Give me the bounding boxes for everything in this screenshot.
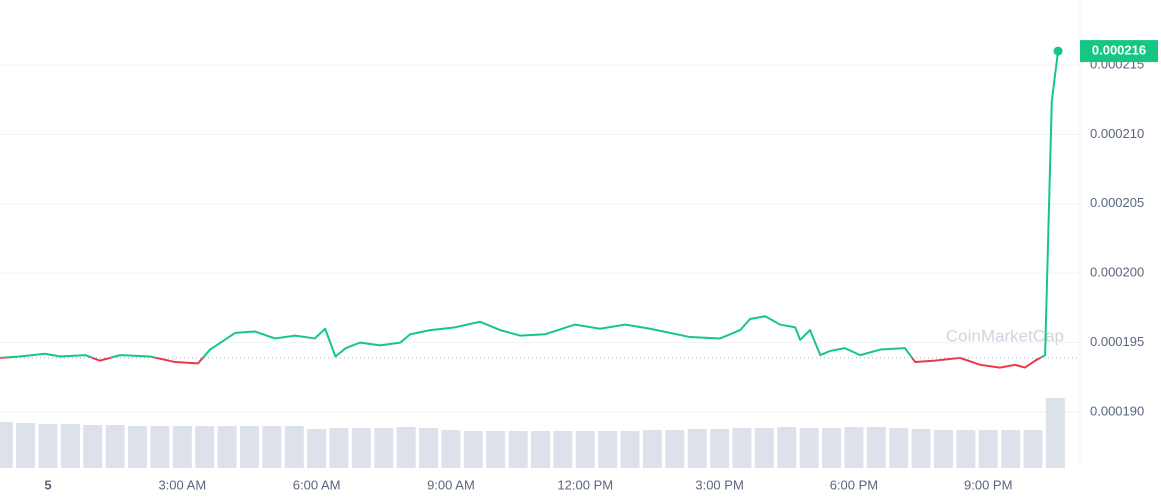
volume-bar (60, 424, 80, 468)
volume-bar (16, 423, 36, 468)
x-tick-label: 3:00 PM (695, 477, 743, 492)
volume-bar (105, 425, 125, 468)
watermark: CoinMarketCap (946, 326, 1064, 345)
volume-bar (419, 428, 439, 468)
volume-bar (172, 426, 192, 468)
volume-bar (620, 431, 640, 468)
x-tick-label: 6:00 AM (293, 477, 341, 492)
volume-bar (1001, 430, 1021, 468)
x-tick-label: 5 (44, 477, 51, 492)
y-tick-label: 0.000210 (1090, 126, 1144, 141)
x-tick-label: 12:00 PM (557, 477, 613, 492)
price-line (0, 50, 1060, 369)
volume-bar (665, 430, 685, 468)
volume-bar (978, 430, 998, 468)
volume-bar (329, 428, 349, 468)
volume-bar (150, 426, 170, 468)
last-point (1053, 46, 1063, 56)
volume-bar (553, 431, 573, 468)
volume-bar (799, 428, 819, 468)
volume-bar (844, 427, 864, 468)
x-tick-label: 9:00 PM (964, 477, 1012, 492)
volume-bar (575, 431, 595, 468)
volume-bar (911, 429, 931, 468)
volume-bar (195, 426, 215, 468)
x-tick-label: 6:00 PM (830, 477, 878, 492)
volume-bar (396, 427, 416, 468)
volume-bar (441, 430, 461, 468)
volume-bar (1045, 398, 1065, 468)
volume-bar (262, 426, 282, 468)
y-tick-label: 0.000200 (1090, 265, 1144, 280)
last-price-label: 0.000216 (1092, 43, 1146, 58)
volume-bar (351, 428, 371, 468)
volume-bar (0, 422, 13, 468)
volume-bar (866, 427, 886, 468)
volume-bar (38, 424, 58, 468)
volume-bar (128, 426, 148, 468)
volume-bar (598, 431, 618, 468)
volume-bar (486, 431, 506, 468)
y-tick-label: 0.000195 (1090, 334, 1144, 349)
volume-bar (687, 429, 707, 468)
last-price-badge (1080, 40, 1158, 63)
volume-bar (1023, 430, 1043, 468)
volume-bar (642, 430, 662, 468)
volume-bar (956, 430, 976, 468)
volume-bar (732, 428, 752, 468)
volume-bar (530, 431, 551, 468)
volume-bar (463, 431, 483, 468)
volume-bar (821, 428, 842, 468)
volume-bar (754, 428, 774, 468)
volume-bar (284, 426, 304, 468)
volume-bar (374, 428, 394, 468)
volume-bar (239, 426, 259, 468)
volume-bar (889, 428, 909, 468)
volume-bar (217, 426, 237, 468)
volume-bar (508, 431, 528, 468)
volume-bar (83, 425, 103, 468)
x-tick-label: 9:00 AM (427, 477, 475, 492)
x-tick-label: 3:00 AM (158, 477, 206, 492)
volume-bar (933, 430, 953, 468)
volume-bar (307, 429, 327, 468)
volume-bar (710, 429, 730, 468)
volume-bar (777, 427, 797, 468)
y-tick-label: 0.000205 (1090, 195, 1144, 210)
y-tick-label: 0.000190 (1090, 403, 1144, 418)
